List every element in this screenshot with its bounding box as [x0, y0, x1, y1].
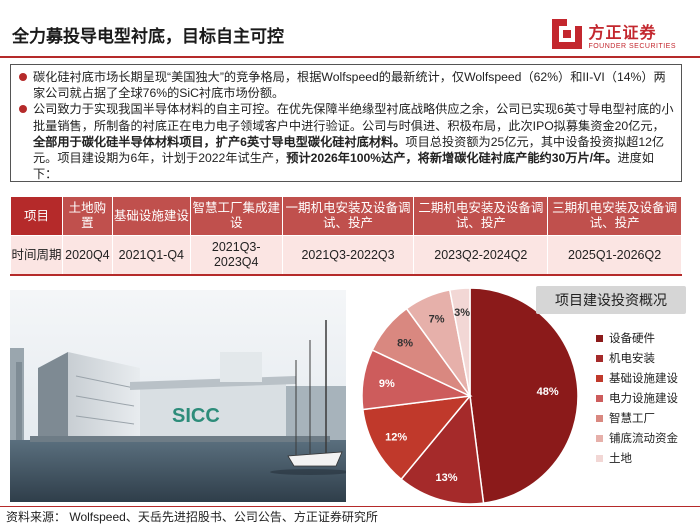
pie-data-label: 7%: [429, 314, 445, 326]
chart-legend: 设备硬件机电安装基础设施建设 电力设施建设 智慧工厂铺底流动资金 土地: [596, 328, 678, 468]
factory-rendering-image: SICC: [10, 290, 346, 502]
timeline-period-row: 时间周期 2020Q4 2021Q1-Q4 2021Q3-2023Q4 2021…: [10, 235, 682, 276]
legend-swatch: [596, 374, 603, 382]
legend-label: 设备硬件: [609, 333, 655, 345]
period-cell: 2020Q4: [61, 235, 113, 276]
legend-swatch: [596, 414, 603, 422]
legend-item: 基础设施建设: [596, 368, 678, 388]
pie-slice-1: [469, 287, 579, 504]
bullet-text: 项目总投资额为25亿元，其中设备投资拟超12亿元。项目建设期为6年，计划于202…: [33, 134, 665, 166]
pie-slice-3: [362, 395, 472, 481]
legend-item: 电力设施建设: [596, 388, 678, 408]
legend-label: 基础设施建设: [609, 373, 678, 385]
pie-data-label: 13%: [435, 472, 457, 484]
period-cell: 2023Q2-2024Q2: [413, 235, 549, 276]
title-divider: [0, 56, 700, 58]
legend-label: 机电安装: [609, 353, 655, 365]
bullet-dot-icon: [19, 73, 27, 81]
period-cell: 2021Q3-2023Q4: [189, 235, 283, 276]
legend-item: 机电安装: [596, 348, 678, 368]
bullet-text: 公司致力于实现我国半导体材料的自主可控。在优先保障半绝缘型衬底战略供应之余，公司…: [33, 102, 674, 133]
bullet-text: 碳化硅衬底市场长期呈现“美国独大”的竞争格局，根据Wolfspeed的最新统计，…: [33, 70, 666, 101]
legend-label: 铺底流动资金: [609, 433, 678, 445]
bullet-box: 碳化硅衬底市场长期呈现“美国独大”的竞争格局，根据Wolfspeed的最新统计，…: [10, 64, 682, 182]
legend-swatch: [596, 394, 603, 402]
building-sign-text: SICC: [172, 405, 220, 427]
legend-item: 土地: [596, 448, 678, 468]
founder-logo-icon: [552, 19, 583, 49]
bullet-item: 碳化硅衬底市场长期呈现“美国独大”的竞争格局，根据Wolfspeed的最新统计，…: [17, 69, 675, 101]
pie-data-label: 8%: [397, 337, 413, 349]
pie-slice-7: [448, 287, 471, 397]
legend-item: 设备硬件: [596, 328, 678, 348]
phase-name-cell: 土地购置: [61, 196, 113, 236]
bullet-text-bold: 预计2026年100%达产，将新增碳化硅衬底产能约30万片/年。: [286, 151, 618, 166]
logo-name-en: FOUNDER SECURITIES: [588, 42, 676, 50]
chart-title: 项目建设投资概况: [536, 286, 686, 314]
legend-label: 电力设施建设: [609, 393, 678, 405]
bullet-text: 进度如下：: [33, 151, 654, 182]
phase-name-cell: 二期机电安装及设备调试、投产: [413, 196, 549, 236]
legend-item: 智慧工厂: [596, 408, 678, 428]
phase-name-cell: 三期机电安装及设备调试、投产: [547, 196, 682, 236]
logo-name-cn: 方正证券: [588, 24, 657, 42]
bullet-item: 公司致力于实现我国半导体材料的自主可控。在优先保障半绝缘型衬底战略供应之余，公司…: [17, 101, 675, 182]
period-cell: 2021Q3-2022Q3: [281, 235, 415, 276]
bullet-text-bold: 全部用于碳化硅半导体材料项目，扩产6英寸导电型碳化硅衬底材料。: [33, 134, 406, 149]
legend-item: 铺底流动资金: [596, 428, 678, 448]
legend-swatch: [596, 434, 603, 442]
title-bar: 全力募投导电型衬底，目标自主可控 方正证券 FOUNDER SECURITIES: [0, 0, 700, 56]
bullet-dot-icon: [19, 105, 27, 114]
page-title: 全力募投导电型衬底，目标自主可控: [12, 27, 284, 46]
footer-divider: [0, 506, 700, 507]
phase-name-cell: 一期机电安装及设备调试、投产: [281, 196, 415, 236]
period-cell: 2021Q1-Q4: [111, 235, 191, 276]
row-header-cell: 项目: [10, 196, 63, 236]
investment-pie-chart: 48% 13% 12% 9% 8% 7% 3%: [340, 284, 694, 506]
legend-swatch: [596, 454, 603, 462]
timeline-header-row: 项目 土地购置 基础设施建设 智慧工厂集成建设 一期机电安装及设备调试、投产 二…: [10, 196, 682, 236]
period-cell: 2025Q1-2026Q2: [547, 235, 682, 276]
timeline-table: 项目 土地购置 基础设施建设 智慧工厂集成建设 一期机电安装及设备调试、投产 二…: [10, 196, 682, 276]
phase-name-cell: 基础设施建设: [111, 196, 191, 236]
pie-slice-2: [400, 394, 485, 505]
legend-label: 土地: [609, 453, 632, 465]
pie-svg: 48% 13% 12% 9% 8% 7% 3%: [361, 287, 579, 505]
pie-data-label: 48%: [537, 386, 559, 398]
legend-swatch: [596, 334, 603, 342]
pie-data-label: 3%: [454, 307, 470, 319]
pie-data-label: 12%: [385, 432, 407, 444]
legend-label: 智慧工厂: [609, 413, 655, 425]
pie-data-label: 9%: [379, 378, 395, 390]
legend-swatch: [596, 354, 603, 362]
phase-name-cell: 智慧工厂集成建设: [189, 196, 283, 236]
row-label-cell: 时间周期: [10, 235, 63, 276]
source-note: 资料来源： Wolfspeed、天岳先进招股书、公司公告、方正证券研究所: [6, 510, 378, 524]
founder-logo: 方正证券 FOUNDER SECURITIES: [552, 14, 676, 54]
